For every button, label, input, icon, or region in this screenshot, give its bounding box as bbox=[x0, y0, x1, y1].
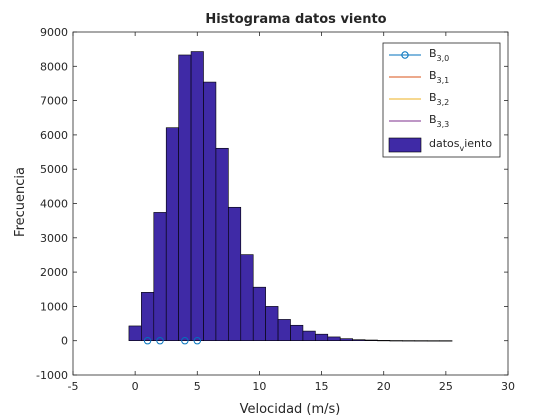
histogram-bar bbox=[178, 54, 192, 341]
histogram-bar bbox=[364, 339, 378, 342]
histogram-bar bbox=[141, 292, 155, 342]
y-tick-label: 8000 bbox=[40, 60, 68, 73]
histogram-bar bbox=[290, 324, 304, 342]
series-marker bbox=[143, 337, 152, 345]
histogram-bar bbox=[389, 340, 403, 342]
series-marker bbox=[181, 337, 189, 345]
x-tick-label: 5 bbox=[194, 380, 201, 393]
y-tick-label: 0 bbox=[61, 335, 68, 348]
x-tick-label: 0 bbox=[132, 380, 139, 393]
histogram-bar bbox=[277, 319, 291, 341]
histogram-bar bbox=[203, 81, 217, 342]
y-tick-label: 6000 bbox=[40, 129, 68, 142]
series-marker bbox=[193, 337, 201, 345]
legend: B3,0 B3,1 B3,2 B3,3 datosviento bbox=[382, 42, 501, 158]
legend-label: B3,1 bbox=[429, 69, 449, 85]
legend-swatch bbox=[388, 137, 422, 153]
x-axis-label: Velocidad (m/s) bbox=[240, 402, 341, 417]
histogram-bar bbox=[402, 340, 416, 342]
histogram-bar bbox=[215, 147, 229, 341]
histogram-bar bbox=[252, 286, 266, 341]
histogram-bar bbox=[377, 340, 391, 342]
histogram-bar bbox=[128, 325, 142, 341]
legend-label: B3,3 bbox=[429, 113, 449, 129]
histogram-bar bbox=[190, 51, 204, 341]
y-tick-label: 9000 bbox=[40, 26, 68, 39]
histogram-bar bbox=[165, 127, 179, 342]
chart-title: Histograma datos viento bbox=[205, 12, 386, 27]
series-group bbox=[143, 337, 201, 345]
histogram-bar bbox=[439, 340, 453, 342]
legend-label: datosviento bbox=[429, 137, 492, 153]
y-axis-label: Frecuencia bbox=[13, 167, 28, 237]
series-marker bbox=[156, 337, 164, 345]
x-tick-label: 20 bbox=[377, 380, 391, 393]
histogram-bar bbox=[352, 339, 366, 341]
y-tick-label: 1000 bbox=[40, 300, 68, 313]
histogram-bar bbox=[228, 206, 242, 341]
y-tick-label: 4000 bbox=[40, 198, 68, 211]
histogram-bar bbox=[265, 306, 279, 341]
y-tick-label: 7000 bbox=[40, 95, 68, 108]
bars-group bbox=[128, 51, 453, 342]
y-tick-label: 2000 bbox=[40, 266, 68, 279]
histogram-bar bbox=[426, 340, 440, 342]
x-tick-label: -5 bbox=[68, 380, 79, 393]
legend-marker bbox=[401, 51, 409, 59]
y-tick-label: 3000 bbox=[40, 232, 68, 245]
y-tick-label: -1000 bbox=[36, 369, 68, 382]
histogram-bar bbox=[327, 336, 341, 342]
histogram-bar bbox=[240, 254, 254, 341]
legend-label: B3,0 bbox=[429, 47, 449, 63]
x-tick-label: 15 bbox=[315, 380, 329, 393]
x-tick-label: 10 bbox=[252, 380, 266, 393]
histogram-bar bbox=[315, 333, 329, 342]
x-tick-label: 25 bbox=[439, 380, 453, 393]
legend-label: B3,2 bbox=[429, 91, 449, 107]
histogram-bar bbox=[339, 338, 353, 341]
x-tick-label: 30 bbox=[501, 380, 515, 393]
histogram-bar bbox=[414, 340, 428, 342]
histogram-bar bbox=[302, 330, 316, 342]
axes-group: -5 0 5 10 15 20 25 30 -1000 0 1000 2000 3000 4000 5000… bbox=[36, 26, 515, 393]
histogram-bar bbox=[153, 212, 167, 341]
y-tick-label: 5000 bbox=[40, 163, 68, 176]
